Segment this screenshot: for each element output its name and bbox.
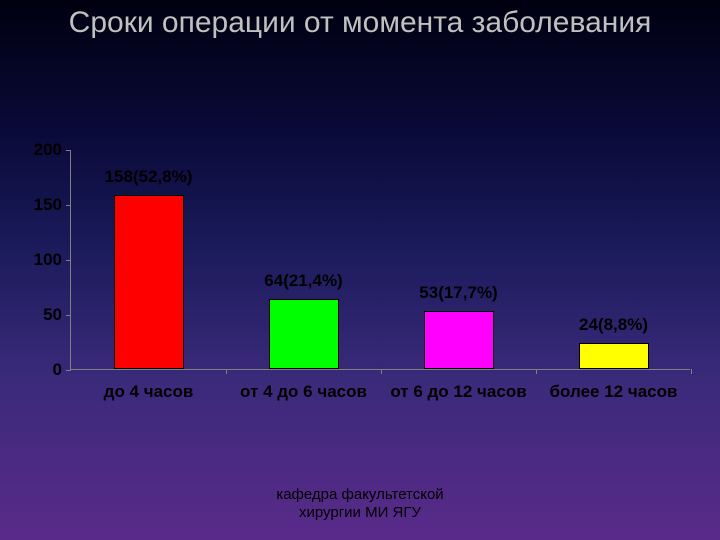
ytick-mark xyxy=(66,205,71,206)
xtick-mark xyxy=(536,369,537,374)
category-label: более 12 часов xyxy=(550,382,678,402)
ytick-label: 200 xyxy=(34,140,62,160)
bar xyxy=(114,195,184,369)
footer-caption: кафедра факультетской хирургии МИ ЯГУ xyxy=(0,486,720,522)
ytick-label: 100 xyxy=(34,250,62,270)
category-label: от 4 до 6 часов xyxy=(240,382,367,402)
ytick-mark xyxy=(66,260,71,261)
bar-value-label: 24(8,8%) xyxy=(579,315,648,335)
xtick-mark xyxy=(226,369,227,374)
ytick-mark xyxy=(66,315,71,316)
xtick-mark xyxy=(691,369,692,374)
bar xyxy=(269,299,339,369)
xtick-mark xyxy=(381,369,382,374)
category-label: до 4 часов xyxy=(104,382,194,402)
bar-value-label: 64(21,4%) xyxy=(264,271,342,291)
ytick-label: 0 xyxy=(53,360,62,380)
ytick-label: 50 xyxy=(43,305,62,325)
ytick-label: 150 xyxy=(34,195,62,215)
bar-chart: 050100150200158(52,8%)до 4 часов64(21,4%… xyxy=(70,150,690,370)
bar-value-label: 53(17,7%) xyxy=(419,283,497,303)
bar xyxy=(424,311,494,369)
bar xyxy=(579,343,649,369)
bar-value-label: 158(52,8%) xyxy=(105,167,193,187)
footer-line-1: кафедра факультетской xyxy=(0,486,720,504)
plot-area: 050100150200158(52,8%)до 4 часов64(21,4%… xyxy=(70,150,690,370)
category-label: от 6 до 12 часов xyxy=(390,382,526,402)
footer-line-2: хирургии МИ ЯГУ xyxy=(0,504,720,522)
page-title: Сроки операции от момента заболевания xyxy=(0,6,720,40)
ytick-mark xyxy=(66,370,71,371)
ytick-mark xyxy=(66,150,71,151)
